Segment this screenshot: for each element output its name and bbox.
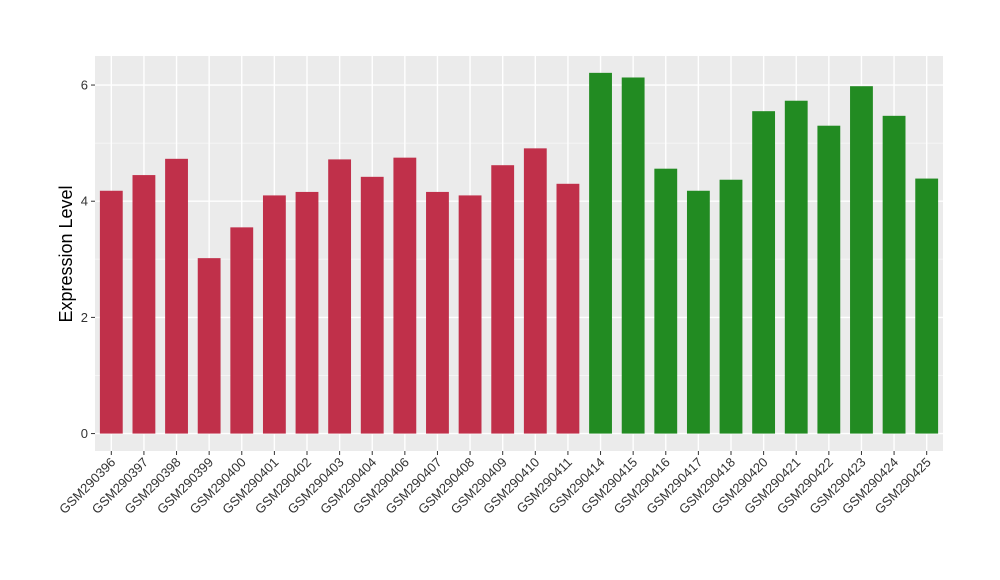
plot-panel <box>95 56 943 451</box>
bar <box>328 159 352 434</box>
bar <box>426 191 449 434</box>
bar <box>295 191 319 434</box>
bar <box>165 158 188 434</box>
bar <box>784 100 808 434</box>
bar <box>458 195 482 434</box>
bar <box>197 258 221 434</box>
bar <box>491 165 515 434</box>
y-axis: 0 2 4 6 <box>81 78 95 441</box>
y-tick-label: 0 <box>81 426 88 441</box>
y-tick-label: 6 <box>81 78 88 93</box>
bar <box>752 111 776 434</box>
y-tick-label: 4 <box>81 194 88 209</box>
bar <box>719 179 743 434</box>
bar <box>132 175 156 434</box>
bar <box>686 190 710 434</box>
bar <box>556 183 580 434</box>
bar <box>817 125 841 434</box>
bar-series <box>99 72 939 434</box>
bar <box>230 227 254 434</box>
bar <box>589 72 612 434</box>
bar <box>882 115 906 434</box>
bar <box>393 157 417 434</box>
bar <box>262 195 286 434</box>
x-axis: GSM290396GSM290397GSM290398GSM290399GSM2… <box>56 451 934 517</box>
y-axis-title: Expression Level <box>56 185 76 322</box>
bar <box>360 176 384 434</box>
bar <box>523 148 547 434</box>
bar <box>850 86 873 434</box>
bar <box>915 178 939 434</box>
bar <box>621 77 645 434</box>
y-tick-label: 2 <box>81 310 88 325</box>
bar <box>654 168 678 434</box>
bar <box>99 190 123 434</box>
